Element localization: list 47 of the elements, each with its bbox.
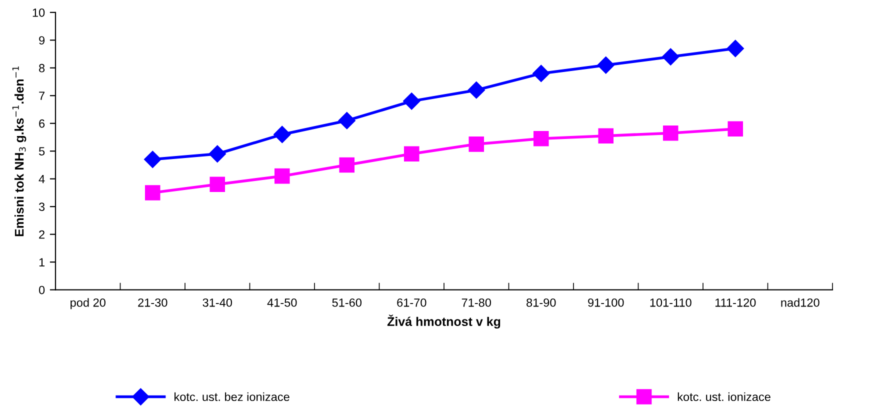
point xyxy=(662,48,680,66)
point xyxy=(728,121,744,137)
point xyxy=(274,168,290,184)
x-tick-label: 111-120 xyxy=(715,298,756,307)
y-tick-label: 1 xyxy=(39,258,45,266)
point xyxy=(210,176,226,192)
y-tick-label: 6 xyxy=(39,119,45,128)
point xyxy=(338,112,356,130)
point xyxy=(532,64,550,82)
point xyxy=(404,146,420,162)
point xyxy=(662,125,678,141)
x-tick-label: 21-30 xyxy=(138,298,168,307)
point xyxy=(597,56,614,74)
x-axis-title: Živá hmotnost v kg xyxy=(387,314,500,329)
x-tick-label: 51-60 xyxy=(332,298,362,307)
x-tick-label: 61-70 xyxy=(397,298,426,307)
y-tick-label: 5 xyxy=(38,147,45,156)
y-tick-label: 0 xyxy=(38,286,45,294)
x-tick-label: 31-40 xyxy=(202,298,232,307)
point xyxy=(726,40,744,58)
point xyxy=(274,126,291,144)
y-tick-label: 7 xyxy=(39,92,44,100)
point xyxy=(468,82,485,99)
point xyxy=(403,92,420,110)
y-tick-label: 4 xyxy=(38,175,45,184)
x-tick-label: 101-110 xyxy=(650,298,692,307)
y-tick-label: 10 xyxy=(32,8,45,17)
y-tick-label: 3 xyxy=(38,202,45,211)
x-tick-label: 91-100 xyxy=(588,298,624,307)
point xyxy=(533,130,549,146)
point xyxy=(598,128,614,144)
legend-label: kotc. ust. ionizace xyxy=(678,392,770,402)
point xyxy=(144,185,160,200)
point xyxy=(468,136,484,152)
x-tick-label: pod 20 xyxy=(70,298,106,310)
y-tick-label: 8 xyxy=(39,64,45,72)
x-tick-label: 71-80 xyxy=(462,298,492,307)
x-tick-label: nad120 xyxy=(781,298,820,307)
y-tick-label: 2 xyxy=(39,230,44,239)
y-axis-title: Emisni tok NH$_{3}$ g.ks$^{−1}$.den$^{−1}$ xyxy=(12,66,26,236)
x-tick-label: 81-90 xyxy=(526,298,556,307)
legend-label: kotc. ust. bez ionizace xyxy=(174,392,290,402)
y-tick-label: 9 xyxy=(39,36,45,45)
point xyxy=(339,157,355,173)
point xyxy=(144,150,162,168)
point xyxy=(208,145,226,162)
x-tick-label: 41-50 xyxy=(267,298,297,307)
